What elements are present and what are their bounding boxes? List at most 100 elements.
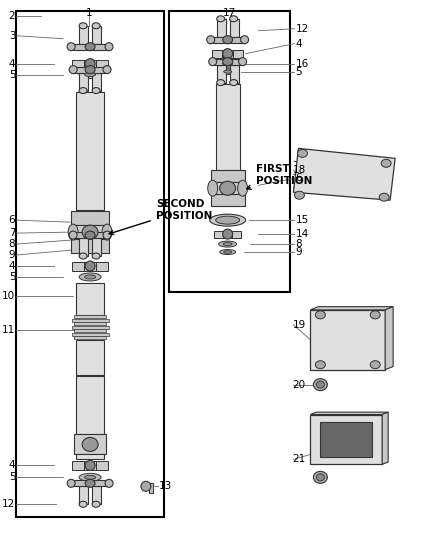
Text: 17: 17	[223, 8, 236, 18]
Bar	[232, 231, 240, 238]
Bar	[92, 486, 101, 504]
Bar	[223, 50, 233, 58]
Ellipse shape	[220, 181, 236, 195]
Text: 21: 21	[293, 455, 306, 464]
Ellipse shape	[79, 70, 101, 78]
Ellipse shape	[67, 43, 75, 51]
Bar	[92, 72, 101, 91]
Ellipse shape	[220, 69, 236, 75]
Ellipse shape	[210, 214, 246, 226]
Bar	[71, 211, 109, 225]
Text: 1: 1	[86, 8, 92, 18]
Bar	[76, 376, 104, 434]
Ellipse shape	[315, 311, 325, 319]
Polygon shape	[311, 310, 385, 370]
Ellipse shape	[69, 231, 77, 239]
Ellipse shape	[230, 16, 238, 22]
Ellipse shape	[208, 180, 218, 196]
Ellipse shape	[85, 66, 95, 74]
Bar	[71, 225, 109, 239]
Polygon shape	[293, 148, 395, 200]
Text: 7: 7	[9, 228, 15, 238]
Ellipse shape	[230, 79, 238, 86]
Text: 14: 14	[296, 229, 309, 239]
Ellipse shape	[316, 474, 325, 481]
Ellipse shape	[82, 438, 98, 451]
Ellipse shape	[92, 253, 100, 259]
Ellipse shape	[68, 224, 78, 240]
Ellipse shape	[79, 87, 87, 94]
Text: 15: 15	[296, 215, 309, 225]
Ellipse shape	[79, 473, 101, 481]
Ellipse shape	[223, 36, 233, 44]
Ellipse shape	[370, 311, 380, 319]
Bar	[73, 232, 107, 238]
Bar	[84, 462, 96, 470]
Bar	[76, 455, 104, 459]
Ellipse shape	[223, 229, 233, 239]
Text: 4: 4	[296, 39, 302, 49]
Ellipse shape	[315, 361, 325, 369]
Ellipse shape	[240, 36, 249, 44]
Bar	[72, 326, 109, 329]
Bar	[84, 262, 96, 271]
Bar	[74, 329, 106, 333]
Ellipse shape	[82, 225, 98, 239]
Bar	[212, 50, 222, 58]
Ellipse shape	[85, 479, 95, 487]
Bar	[217, 19, 226, 37]
Bar	[211, 194, 244, 206]
Ellipse shape	[79, 273, 101, 281]
Ellipse shape	[297, 149, 307, 157]
Bar	[76, 340, 104, 375]
Bar	[230, 64, 239, 83]
Ellipse shape	[103, 66, 111, 74]
Ellipse shape	[224, 251, 232, 253]
Text: SECOND
POSITION: SECOND POSITION	[109, 199, 212, 235]
Ellipse shape	[141, 481, 151, 491]
Ellipse shape	[223, 58, 233, 66]
Ellipse shape	[223, 49, 233, 59]
Text: 8: 8	[296, 239, 302, 249]
Ellipse shape	[217, 16, 225, 22]
Ellipse shape	[85, 261, 95, 271]
Text: 10: 10	[2, 291, 15, 301]
Ellipse shape	[85, 59, 95, 69]
Polygon shape	[311, 306, 393, 310]
Bar	[72, 462, 84, 470]
Bar	[96, 262, 108, 271]
Text: 5: 5	[9, 272, 15, 282]
Ellipse shape	[105, 479, 113, 487]
Bar	[76, 92, 104, 210]
Polygon shape	[320, 422, 372, 457]
Text: 4: 4	[9, 261, 15, 271]
Ellipse shape	[79, 501, 87, 507]
Ellipse shape	[223, 243, 232, 246]
Bar	[214, 231, 223, 238]
Ellipse shape	[92, 23, 100, 29]
Bar	[230, 19, 239, 37]
Text: 6: 6	[9, 215, 15, 225]
Bar	[233, 50, 243, 58]
Ellipse shape	[209, 58, 217, 66]
Ellipse shape	[238, 180, 247, 196]
Bar	[92, 238, 101, 256]
Bar	[79, 26, 88, 44]
Bar	[215, 84, 240, 171]
Bar	[211, 171, 244, 182]
Text: 9: 9	[296, 247, 302, 257]
Text: 4: 4	[9, 59, 15, 69]
Bar	[79, 486, 88, 504]
Text: 12: 12	[2, 499, 15, 509]
Text: 18: 18	[293, 165, 306, 175]
Bar	[79, 238, 88, 256]
Text: 11: 11	[2, 325, 15, 335]
Ellipse shape	[79, 253, 87, 259]
Ellipse shape	[370, 361, 380, 369]
Ellipse shape	[103, 231, 111, 239]
Ellipse shape	[92, 501, 100, 507]
Bar	[149, 483, 153, 493]
Bar	[72, 319, 109, 322]
Polygon shape	[382, 412, 388, 464]
Bar	[72, 333, 109, 336]
